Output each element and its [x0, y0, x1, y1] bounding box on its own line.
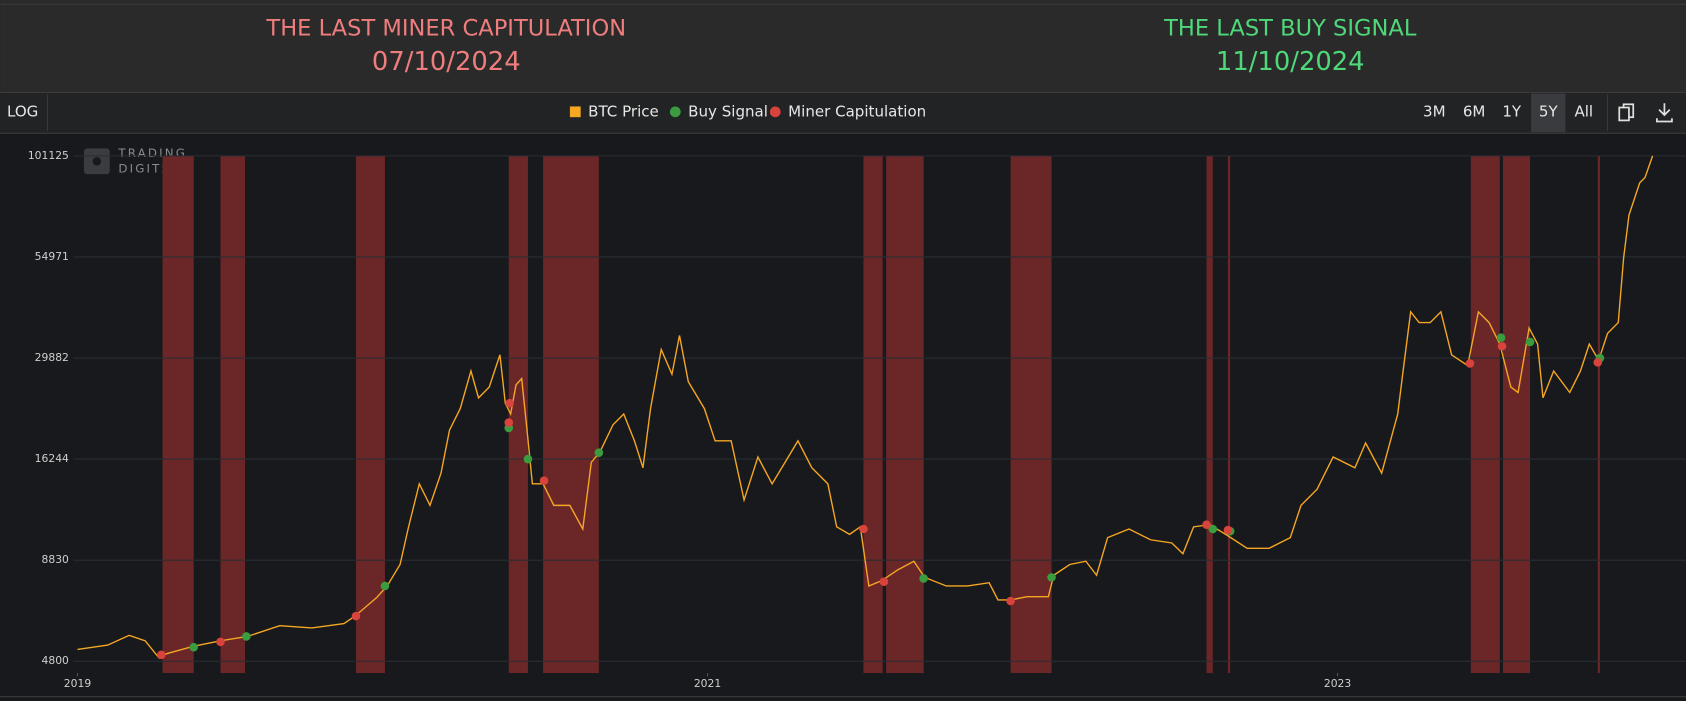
range-button[interactable]: 1Y — [1502, 102, 1522, 120]
range-active-bg — [1531, 93, 1566, 133]
miner-title: THE LAST MINER CAPITULATION — [265, 16, 626, 42]
capitulation-band — [508, 155, 528, 674]
signal-dot — [242, 632, 251, 641]
signal-dot — [504, 418, 514, 427]
x-tick-label: 2021 — [694, 677, 721, 690]
signal-dot — [156, 650, 166, 660]
signal-dot — [1202, 520, 1211, 530]
capitulation-band — [220, 155, 246, 674]
range-button[interactable]: 6M — [1463, 102, 1486, 120]
signal-dot — [1208, 524, 1218, 534]
header-bg — [0, 0, 1686, 93]
capitulation-band — [1502, 155, 1531, 674]
signal-dot — [1525, 337, 1535, 347]
range-button[interactable]: 5Y — [1539, 102, 1559, 120]
chart-bg — [0, 134, 1686, 697]
legend-label[interactable]: BTC Price — [588, 102, 659, 120]
signal-dot — [505, 398, 514, 408]
signal-dot — [380, 581, 390, 591]
legend-swatch — [569, 106, 581, 118]
y-tick-label: 4800 — [42, 654, 70, 667]
signal-dot — [1223, 525, 1233, 535]
capitulation-band — [355, 155, 385, 674]
signal-dot — [1593, 358, 1603, 367]
signal-dot — [1497, 341, 1507, 351]
capitulation-band — [1206, 155, 1213, 674]
watermark: TRADING DIGITS — [83, 146, 185, 175]
legend-label[interactable]: Miner Capitulation — [788, 102, 926, 120]
signal-dot — [351, 611, 361, 621]
capitulation-band — [1470, 155, 1500, 674]
signal-dot — [859, 524, 868, 534]
y-tick-label: 29882 — [35, 351, 69, 364]
legend-label[interactable]: Buy Signal — [688, 102, 768, 120]
signal-dot — [879, 577, 889, 586]
watermark-text: DIGITS — [118, 161, 171, 175]
signal-dot — [523, 454, 533, 464]
copy-icon-front — [1618, 106, 1630, 122]
signal-dot — [189, 642, 199, 652]
capitulation-band — [1010, 155, 1052, 674]
signal-dot — [539, 476, 549, 485]
miner-date: 07/10/2024 — [372, 47, 521, 77]
log-button[interactable]: LOG — [7, 102, 38, 120]
toolbar-bg — [0, 92, 1686, 134]
capitulation-band — [543, 155, 599, 674]
capitulation-band — [863, 155, 883, 674]
buy-title: THE LAST BUY SIGNAL — [1163, 16, 1417, 42]
capitulation-band — [1227, 155, 1231, 674]
signal-dot — [919, 574, 928, 583]
signal-dot — [1465, 359, 1475, 368]
capitulation-band — [162, 155, 194, 674]
capitulation-band — [886, 155, 924, 674]
signal-dot — [1496, 333, 1506, 342]
range-button[interactable]: 3M — [1423, 102, 1446, 120]
copy-icon[interactable] — [1618, 103, 1635, 122]
y-tick-label: 16244 — [35, 452, 69, 465]
y-tick-label: 101125 — [28, 149, 69, 162]
signal-dot — [1006, 596, 1015, 606]
y-tick-label: 54971 — [35, 250, 69, 263]
legend-swatch — [769, 106, 781, 118]
buy-date: 11/10/2024 — [1216, 47, 1365, 77]
watermark-logo-dot — [92, 156, 102, 166]
download-glyph — [1656, 103, 1673, 123]
capitulation-band — [1597, 155, 1600, 674]
signal-dot — [594, 448, 604, 457]
y-tick-label: 8830 — [42, 553, 70, 566]
signal-dot — [1047, 573, 1056, 582]
download-icon[interactable] — [1656, 103, 1673, 123]
range-button[interactable]: All — [1574, 102, 1593, 120]
x-tick-label: 2019 — [64, 677, 92, 690]
x-tick-label: 2023 — [1324, 677, 1351, 690]
signal-dot — [216, 637, 225, 647]
legend-swatch — [669, 106, 681, 118]
